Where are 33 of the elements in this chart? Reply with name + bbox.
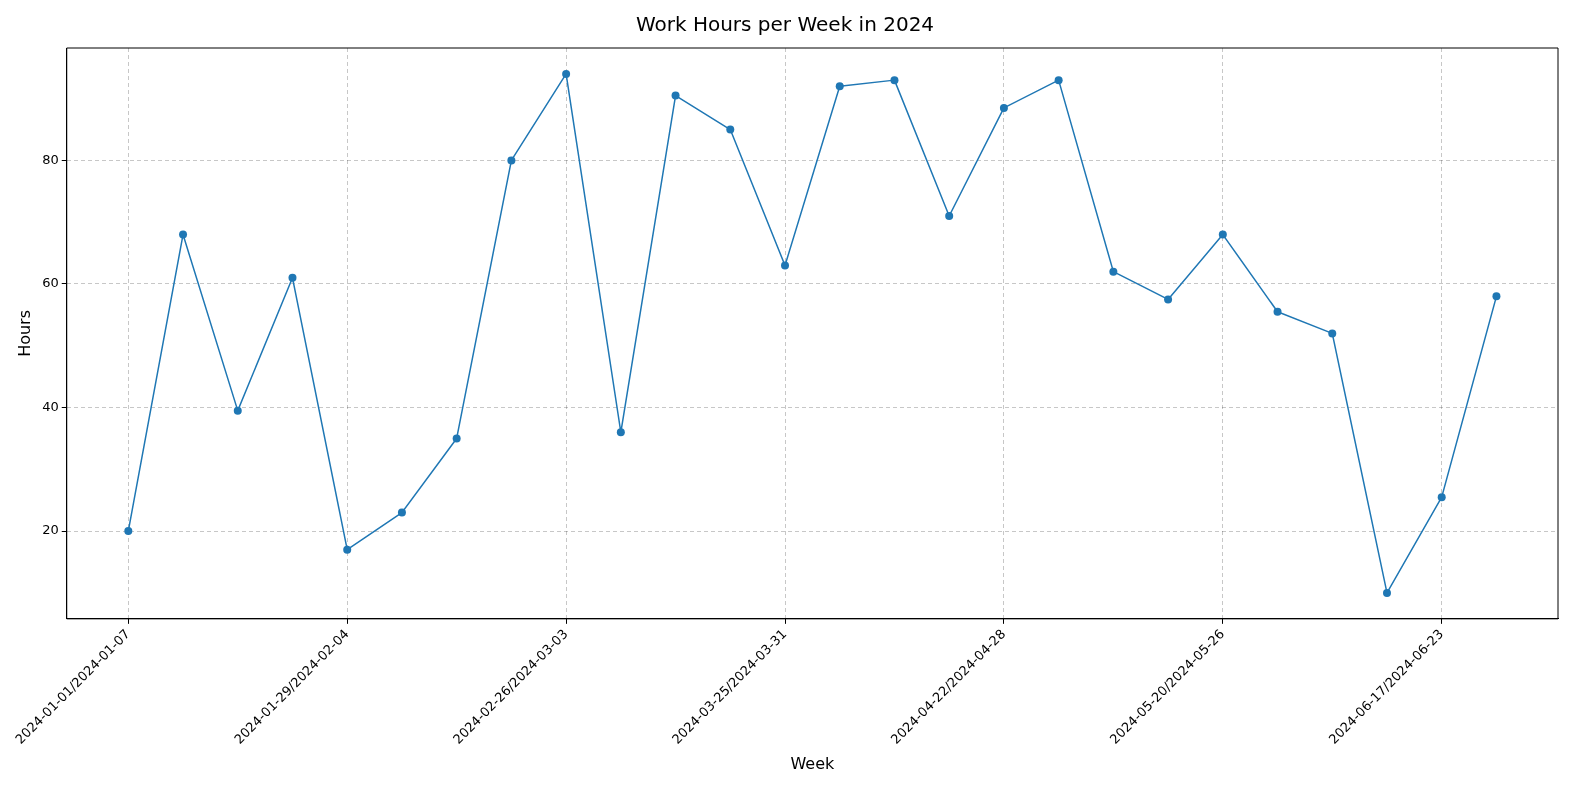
point [671, 91, 680, 100]
point [397, 508, 406, 517]
point [1164, 295, 1173, 304]
point [1382, 588, 1391, 597]
point [233, 406, 242, 415]
x-axis-title: Week [790, 753, 836, 773]
point [452, 434, 461, 443]
point [781, 261, 790, 270]
point [945, 212, 954, 221]
point [726, 125, 735, 134]
y-tick-label: 60 [42, 275, 59, 291]
point [507, 156, 516, 165]
point [562, 69, 571, 78]
point [124, 527, 133, 536]
point [1273, 307, 1282, 316]
y-axis-title: Hours [14, 309, 34, 357]
point [343, 545, 352, 554]
point [179, 230, 188, 239]
point [999, 103, 1008, 112]
point [288, 273, 297, 282]
point [890, 76, 899, 85]
y-tick-label: 40 [42, 398, 59, 414]
point [1437, 493, 1446, 502]
chart-title: Work Hours per Week in 2024 [635, 12, 935, 37]
point [1492, 292, 1501, 301]
point [616, 428, 625, 437]
point [1218, 230, 1227, 239]
point [1328, 329, 1337, 338]
point [1054, 76, 1063, 85]
y-tick-label: 20 [42, 522, 59, 538]
y-tick-label: 80 [42, 151, 59, 167]
point [835, 82, 844, 91]
point [1109, 267, 1118, 276]
